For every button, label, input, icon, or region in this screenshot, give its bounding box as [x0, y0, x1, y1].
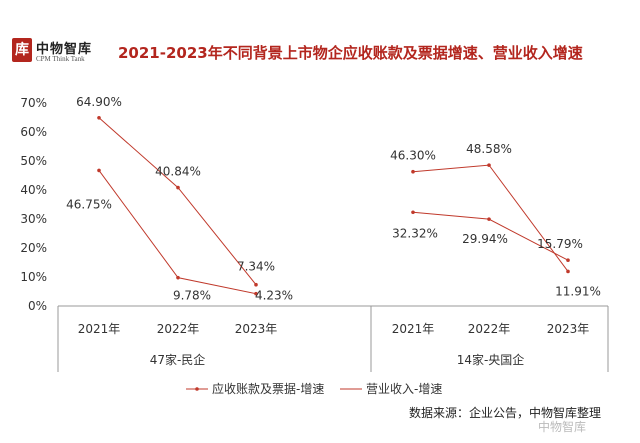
data-label: 32.32%	[392, 226, 438, 240]
data-point	[487, 163, 491, 167]
logo-name: 中物智库	[36, 42, 93, 57]
data-label: 4.23%	[255, 289, 293, 303]
data-label: 15.79%	[537, 237, 583, 251]
x-tick-label: 2021年	[78, 322, 121, 336]
data-label: 9.78%	[173, 289, 211, 303]
y-tick-label: 0%	[28, 299, 47, 313]
data-point	[254, 282, 258, 287]
y-tick-label: 10%	[20, 270, 47, 284]
data-label: 29.94%	[462, 232, 508, 246]
series-line	[98, 117, 257, 286]
header: 库 中物智库 CPM Think Tank 2021-2023年不同背景上市物企…	[0, 0, 640, 80]
y-tick-label: 60%	[20, 125, 47, 139]
x-tick-label: 2023年	[235, 322, 278, 336]
y-tick-label: 70%	[20, 96, 47, 110]
x-tick-label: 2021年	[392, 322, 435, 336]
data-point	[176, 185, 180, 190]
data-point	[487, 217, 491, 221]
group-label: 14家-央国企	[457, 352, 525, 367]
data-label: 46.30%	[390, 149, 436, 163]
legend-label: 营业收入-增速	[366, 382, 442, 396]
data-point	[566, 258, 570, 263]
data-point	[254, 291, 258, 296]
watermark: 中物智库	[538, 420, 587, 434]
data-point	[411, 169, 415, 174]
data-label: 64.90%	[76, 95, 122, 109]
data-point	[566, 269, 570, 274]
data-label: 7.34%	[237, 260, 275, 274]
legend-label: 应收账款及票据-增速	[212, 381, 324, 396]
data-label: 46.75%	[66, 197, 112, 211]
data-source: 数据来源：企业公告，中物智库整理	[409, 406, 602, 420]
group-label: 47家-民企	[150, 352, 206, 367]
data-label: 40.84%	[155, 165, 201, 179]
data-point	[97, 115, 101, 120]
logo-icon: 库	[12, 38, 32, 62]
line-chart: 0% 10% 20% 30% 40% 50% 60% 70% 2021年 2022年 2023年 47…	[20, 95, 609, 396]
logo-subtitle: CPM Think Tank	[36, 55, 85, 63]
y-tick-label: 40%	[20, 183, 47, 197]
y-tick-label: 50%	[20, 154, 47, 168]
legend-marker	[195, 387, 199, 391]
data-point	[176, 275, 180, 280]
x-tick-label: 2022年	[468, 322, 511, 336]
y-tick-label: 30%	[20, 212, 47, 226]
data-label: 48.58%	[466, 142, 512, 156]
data-point	[411, 210, 415, 215]
x-tick-label: 2022年	[157, 322, 200, 336]
y-tick-label: 20%	[20, 241, 47, 255]
data-point	[97, 168, 101, 173]
x-tick-label: 2023年	[547, 322, 590, 336]
chart-title: 2021-2023年不同背景上市物企应收账款及票据增速、营业收入增速	[118, 44, 583, 62]
data-label: 11.91%	[555, 284, 601, 298]
